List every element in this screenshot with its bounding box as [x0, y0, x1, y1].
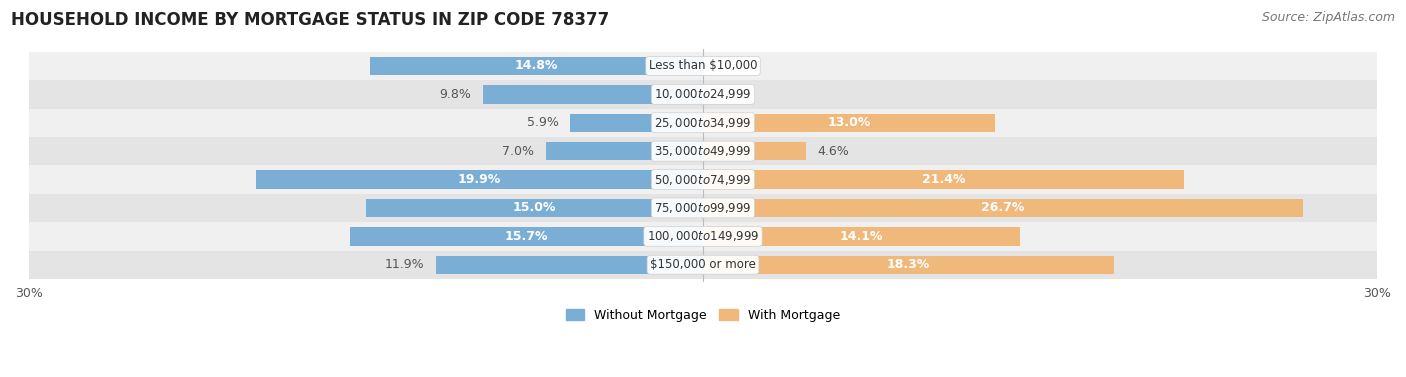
Text: $150,000 or more: $150,000 or more	[650, 258, 756, 271]
Text: 14.1%: 14.1%	[839, 230, 883, 243]
Bar	[703, 199, 1303, 217]
Bar	[350, 227, 703, 245]
Text: 14.8%: 14.8%	[515, 60, 558, 72]
Text: 15.7%: 15.7%	[505, 230, 548, 243]
Bar	[370, 57, 703, 75]
Bar	[703, 113, 995, 132]
Text: 18.3%: 18.3%	[887, 258, 931, 271]
Text: 26.7%: 26.7%	[981, 201, 1025, 215]
Text: HOUSEHOLD INCOME BY MORTGAGE STATUS IN ZIP CODE 78377: HOUSEHOLD INCOME BY MORTGAGE STATUS IN Z…	[11, 11, 609, 29]
Legend: Without Mortgage, With Mortgage: Without Mortgage, With Mortgage	[561, 304, 845, 327]
Text: $35,000 to $49,999: $35,000 to $49,999	[654, 144, 752, 158]
Bar	[30, 166, 1376, 194]
Bar	[436, 256, 703, 274]
Bar	[703, 170, 1184, 189]
Bar	[30, 109, 1376, 137]
Text: Source: ZipAtlas.com: Source: ZipAtlas.com	[1261, 11, 1395, 24]
Text: 11.9%: 11.9%	[385, 258, 425, 271]
Text: 19.9%: 19.9%	[458, 173, 501, 186]
Bar	[30, 52, 1376, 80]
Text: $10,000 to $24,999: $10,000 to $24,999	[654, 87, 752, 101]
Bar	[30, 80, 1376, 109]
Bar	[30, 251, 1376, 279]
Bar	[256, 170, 703, 189]
Bar	[703, 142, 807, 160]
Bar	[366, 199, 703, 217]
Bar	[571, 113, 703, 132]
Text: 5.9%: 5.9%	[527, 116, 560, 129]
Bar	[546, 142, 703, 160]
Text: 9.8%: 9.8%	[440, 88, 471, 101]
Text: 21.4%: 21.4%	[922, 173, 965, 186]
Text: 7.0%: 7.0%	[502, 145, 534, 158]
Bar	[703, 227, 1019, 245]
Text: Less than $10,000: Less than $10,000	[648, 60, 758, 72]
Text: 13.0%: 13.0%	[827, 116, 870, 129]
Text: $100,000 to $149,999: $100,000 to $149,999	[647, 229, 759, 243]
Bar	[703, 256, 1114, 274]
Bar	[30, 194, 1376, 222]
Text: $75,000 to $99,999: $75,000 to $99,999	[654, 201, 752, 215]
Text: $50,000 to $74,999: $50,000 to $74,999	[654, 173, 752, 187]
Bar	[30, 137, 1376, 166]
Text: 15.0%: 15.0%	[513, 201, 557, 215]
Bar	[30, 222, 1376, 251]
Text: $25,000 to $34,999: $25,000 to $34,999	[654, 116, 752, 130]
Bar	[482, 85, 703, 104]
Text: 4.6%: 4.6%	[818, 145, 849, 158]
